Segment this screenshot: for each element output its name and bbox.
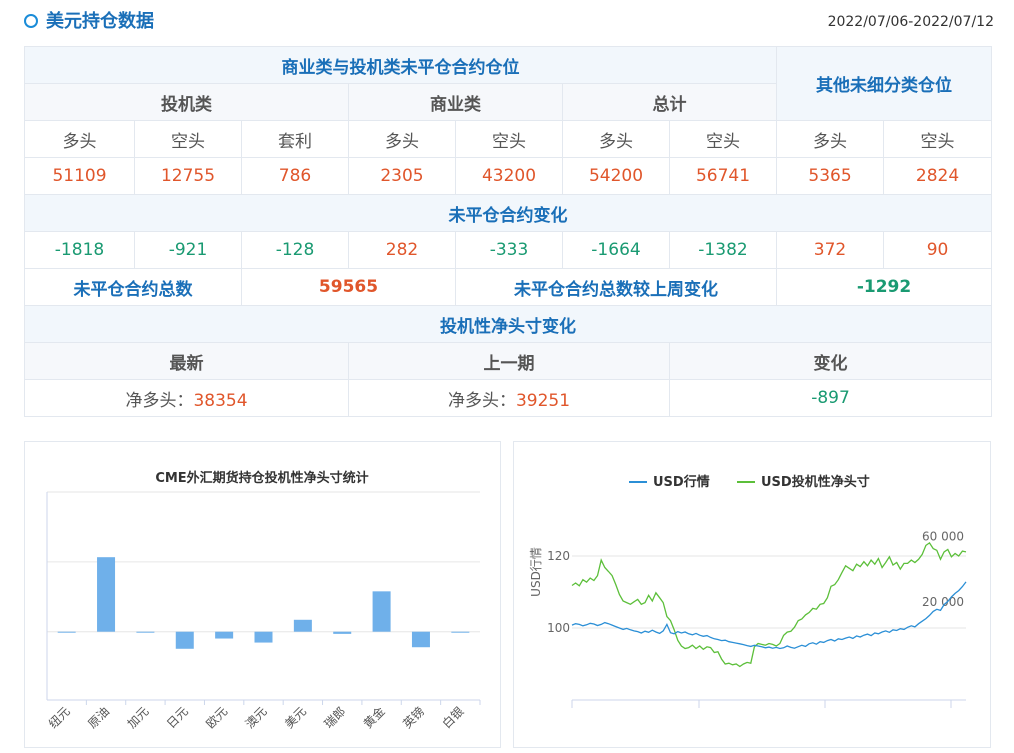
net-prev-value: 39251 <box>515 390 571 411</box>
change-value: 90 <box>883 231 993 269</box>
net-latest-value: 38354 <box>193 390 248 411</box>
change-value: -333 <box>455 231 563 269</box>
x-tick-label: 澳元 <box>243 704 270 731</box>
position-value: 2305 <box>348 157 456 195</box>
net-header-row: 最新 上一期 变化 <box>24 342 993 380</box>
col-header: 多头 <box>348 120 456 158</box>
bar-加元 <box>136 631 155 633</box>
positions-table: 商业类与投机类未平仓合约仓位 其他未细分类仓位 投机类 商业类 总计 多头 空头… <box>23 46 993 417</box>
right-tick-label: 60 000 <box>922 529 964 543</box>
bar-黄金 <box>372 591 391 632</box>
position-value: 51109 <box>24 157 135 195</box>
bar-原油 <box>97 557 116 632</box>
change-value: -1664 <box>562 231 670 269</box>
bar-chart-title: CME外汇期货持仓投机性净头寸统计 <box>155 470 368 486</box>
col-header: 套利 <box>241 120 349 158</box>
change-value: 282 <box>348 231 456 269</box>
col-header: 空头 <box>668 120 778 158</box>
position-value: 54200 <box>562 157 670 195</box>
bar-澳元 <box>254 631 273 643</box>
net-prefix: 净多头： <box>125 390 194 411</box>
right-tick-label: 20 000 <box>922 595 964 609</box>
bar-chart: CME外汇期货持仓投机性净头寸统计 纽元 原油 加元 日元 欧元 澳元 美元 瑞郎 黄金 英镑 白银 <box>46 470 481 732</box>
legend-net-label[interactable]: USD投机性净头寸 <box>761 474 870 490</box>
page-title: 美元持仓数据 <box>46 11 154 32</box>
net-values-row: 净多头：38354 净多头：39251 -897 <box>24 379 993 417</box>
x-tick-label: 黄金 <box>360 704 388 732</box>
left-axis-label: USD行情 <box>529 547 543 597</box>
net-change-value: -897 <box>668 379 993 417</box>
group-title: 商业类与投机类未平仓合约仓位 <box>23 46 778 84</box>
bar-白银 <box>451 631 470 633</box>
bar-chart-panel: CME外汇期货持仓投机性净头寸统计 纽元 原油 加元 日元 欧元 澳元 美元 瑞郎 黄金 英镑 白银 <box>24 441 501 748</box>
bar-英镑 <box>411 631 430 648</box>
net-prefix: 净多头： <box>447 390 516 411</box>
left-tick-label: 100 <box>547 621 570 635</box>
bar-美元 <box>293 619 312 632</box>
change-title: 未平仓合约变化 <box>23 194 993 232</box>
series-usd-line <box>571 581 967 650</box>
net-change-label: 变化 <box>668 342 993 380</box>
net-prev-label: 上一期 <box>348 342 670 380</box>
total-change-label: 未平仓合约总数较上周变化 <box>454 268 778 306</box>
net-prev-cell: 净多头：39251 <box>348 379 670 417</box>
bar-日元 <box>175 631 194 649</box>
cat-speculative: 投机类 <box>24 83 349 121</box>
cat-total: 总计 <box>561 83 778 121</box>
col-header: 多头 <box>562 120 670 158</box>
bar-瑞郎 <box>333 631 352 634</box>
change-value: -921 <box>134 231 242 269</box>
position-value: 2824 <box>883 157 993 195</box>
total-value: 59565 <box>241 268 456 306</box>
totals-row: 未平仓合约总数 59565 未平仓合约总数较上周变化 -1292 <box>24 268 993 306</box>
column-header-row: 多头 空头 套利 多头 空头 多头 空头 多头 空头 <box>24 120 993 158</box>
col-header: 空头 <box>455 120 563 158</box>
x-tick-label: 原油 <box>85 704 112 731</box>
net-latest-label: 最新 <box>24 342 349 380</box>
change-value: -128 <box>241 231 349 269</box>
change-value: -1382 <box>668 231 778 269</box>
col-header: 多头 <box>24 120 135 158</box>
change-value: -1818 <box>24 231 135 269</box>
series-net-line <box>571 541 967 668</box>
total-label: 未平仓合约总数 <box>24 268 242 306</box>
line-chart: USD行情 USD投机性净头寸 USD行情 100 120 20 000 60 000 <box>529 474 967 708</box>
total-change-value: -1292 <box>776 268 993 306</box>
net-title: 投机性净头寸变化 <box>23 305 993 343</box>
bar-纽元 <box>57 631 76 633</box>
position-value: 5365 <box>776 157 885 195</box>
x-tick-label: 加元 <box>125 704 152 731</box>
net-latest-cell: 净多头：38354 <box>24 379 349 417</box>
page-header: 美元持仓数据 2022/07/06-2022/07/12 <box>24 10 994 34</box>
x-tick-label: 日元 <box>164 704 191 731</box>
position-value: 43200 <box>455 157 563 195</box>
legend-usd-label[interactable]: USD行情 <box>653 474 710 490</box>
date-range: 2022/07/06-2022/07/12 <box>827 14 994 30</box>
line-chart-panel: USD行情 USD投机性净头寸 USD行情 100 120 20 000 60 000 <box>513 441 991 748</box>
position-value: 786 <box>241 157 349 195</box>
col-header: 空头 <box>134 120 242 158</box>
changes-row: -1818 -921 -128 282 -333 -1664 -1382 372… <box>24 231 993 269</box>
x-tick-label: 英镑 <box>399 704 427 732</box>
col-header: 空头 <box>883 120 993 158</box>
bar-欧元 <box>215 631 234 639</box>
other-title: 其他未细分类仓位 <box>776 46 993 121</box>
col-header: 多头 <box>776 120 885 158</box>
position-value: 12755 <box>134 157 242 195</box>
x-tick-label: 欧元 <box>203 704 230 731</box>
x-tick-label: 瑞郎 <box>321 704 348 731</box>
x-tick-label: 白银 <box>439 704 467 732</box>
title-circle-icon <box>24 14 38 28</box>
position-value: 56741 <box>668 157 778 195</box>
left-tick-label: 120 <box>547 549 570 563</box>
cat-commercial: 商业类 <box>348 83 563 121</box>
change-value: 372 <box>776 231 885 269</box>
x-tick-label: 美元 <box>282 704 309 731</box>
x-tick-label: 纽元 <box>46 704 73 731</box>
positions-row: 51109 12755 786 2305 43200 54200 56741 5… <box>24 157 993 195</box>
